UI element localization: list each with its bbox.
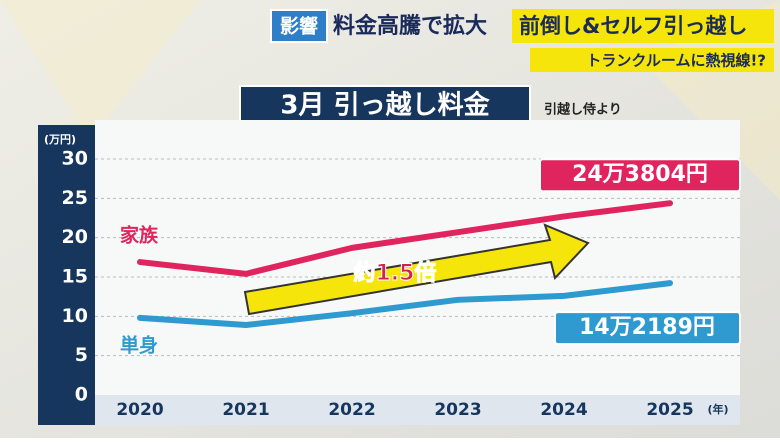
y-axis-panel xyxy=(38,125,95,425)
banner-tag: 影響 xyxy=(280,15,318,38)
y-tick-label: 15 xyxy=(62,266,88,288)
bg-shape xyxy=(0,0,200,140)
series-label: 家族 xyxy=(120,224,159,247)
banner-highlight-box xyxy=(512,9,774,43)
value-label: 24万3804円 xyxy=(572,162,708,187)
y-tick-label: 10 xyxy=(62,305,88,327)
x-axis-band xyxy=(95,395,740,425)
y-unit: (万円) xyxy=(44,133,76,146)
banner-sub: トランクルームに熱視線!? xyxy=(586,52,766,70)
annotation: 約1.5倍 xyxy=(354,260,437,286)
series-line xyxy=(137,200,673,277)
x-tick-label: 2025 xyxy=(646,400,693,420)
y-tick-label: 5 xyxy=(75,344,88,366)
banner-tag-box xyxy=(270,9,328,43)
x-tick-label: 2021 xyxy=(222,400,269,420)
y-tick-label: 20 xyxy=(62,226,88,248)
x-tick-label: 2024 xyxy=(540,400,587,420)
value-label: 14万2189円 xyxy=(579,315,715,340)
value-label-box xyxy=(554,311,741,346)
banner-highlight: 前倒し&セルフ引っ越し xyxy=(519,14,747,38)
x-tick-label: 2022 xyxy=(328,400,375,420)
y-tick-label: 25 xyxy=(62,187,88,209)
source: 引越し侍より xyxy=(544,102,622,118)
value-label-box xyxy=(539,158,741,193)
banner-sub-box xyxy=(530,48,774,72)
banner-headline: 料金高騰で拡大 xyxy=(333,13,487,39)
x-unit: (年) xyxy=(707,402,728,416)
series-label: 単身 xyxy=(120,333,158,356)
title-box xyxy=(239,85,531,125)
annotation-arrow xyxy=(243,223,590,316)
chart-title: 3月 引っ越し料金 xyxy=(280,90,490,121)
x-tick-label: 2020 xyxy=(116,400,163,420)
x-tick-label: 2023 xyxy=(434,400,481,420)
y-tick-label: 30 xyxy=(62,148,88,170)
series-line xyxy=(137,280,673,328)
y-tick-label: 0 xyxy=(75,384,88,406)
